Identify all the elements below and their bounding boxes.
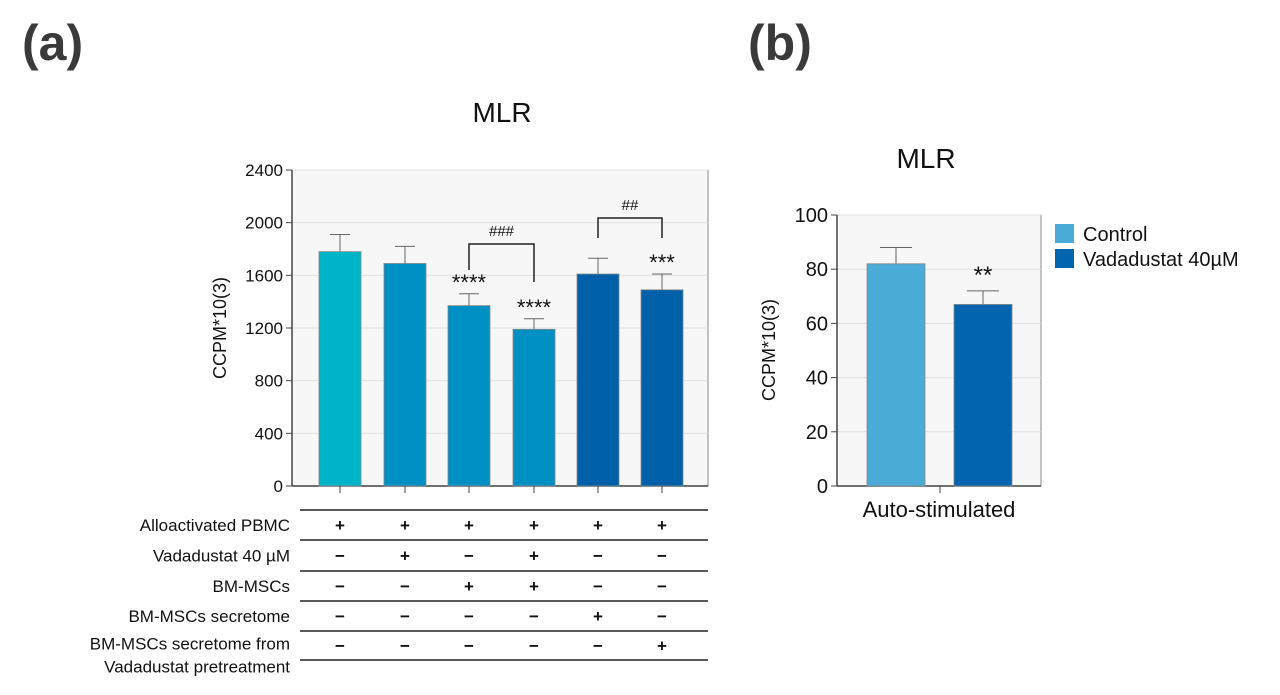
condition-sign: −	[593, 547, 603, 566]
condition-sign: −	[335, 577, 345, 596]
legend-swatch	[1055, 224, 1074, 243]
panel-label-b: (b)	[748, 15, 812, 71]
y-tick-label: 0	[817, 476, 828, 498]
condition-sign: +	[529, 547, 539, 566]
legend-swatch	[1055, 249, 1074, 268]
condition-sign: −	[593, 577, 603, 596]
significance-stars: ****	[452, 270, 487, 295]
chart-a-ylabel: CCPM*10(3)	[210, 277, 230, 379]
condition-sign: −	[657, 607, 667, 626]
y-tick-label: 1600	[245, 266, 283, 285]
chart-b-xlabel: Auto-stimulated	[863, 497, 1016, 522]
y-tick-label: 1200	[245, 319, 283, 338]
significance-stars: ***	[649, 250, 675, 275]
condition-sign: −	[464, 607, 474, 626]
condition-sign: −	[657, 577, 667, 596]
bracket-label: ##	[622, 197, 639, 214]
comparison-bracket	[468, 243, 535, 282]
comparison-bracket	[597, 217, 663, 238]
condition-sign: +	[657, 637, 667, 656]
y-tick-label: 100	[795, 205, 828, 227]
condition-label: BM-MSCs	[213, 577, 290, 596]
significance-stars: **	[974, 262, 993, 289]
condition-sign: −	[400, 637, 410, 656]
significance-stars: ****	[517, 295, 552, 320]
condition-sign: −	[335, 607, 345, 626]
bar	[640, 289, 684, 487]
chart-b: 0 20 40 60 80 100 Control ** Vadadustat 40µM	[795, 205, 1239, 498]
condition-sign: +	[335, 516, 345, 535]
bracket-label: ###	[489, 223, 515, 240]
bar	[447, 305, 491, 487]
bar-vadadustat-40-m	[953, 304, 1013, 487]
condition-sign: −	[400, 607, 410, 626]
condition-sign: +	[529, 516, 539, 535]
bar	[318, 251, 362, 487]
y-tick-label: 0	[274, 477, 283, 496]
bar-control	[866, 263, 926, 487]
condition-sign: −	[335, 547, 345, 566]
condition-sign: +	[464, 577, 474, 596]
y-tick-label: 60	[806, 313, 828, 335]
condition-sign: −	[593, 637, 603, 656]
condition-sign: +	[464, 516, 474, 535]
y-tick-label: 800	[255, 372, 283, 391]
condition-label: Alloactivated PBMC	[140, 516, 290, 535]
bar	[383, 263, 427, 487]
bar	[576, 273, 620, 487]
condition-sign: +	[593, 516, 603, 535]
condition-sign: +	[400, 516, 410, 535]
chart-b-ylabel: CCPM*10(3)	[759, 299, 779, 401]
condition-label: BM-MSCs secretome	[128, 607, 290, 626]
chart-a: 04008001200160020002400***********#####A…	[90, 161, 709, 677]
y-tick-label: 2400	[245, 161, 283, 180]
condition-sign: −	[464, 637, 474, 656]
panel-label-a: (a)	[22, 15, 83, 71]
condition-sign: −	[657, 547, 667, 566]
condition-label: BM-MSCs secretome from	[90, 635, 290, 654]
y-tick-label: 400	[255, 424, 283, 443]
y-tick-label: 2000	[245, 214, 283, 233]
bar	[512, 328, 556, 487]
y-tick-label: 80	[806, 259, 828, 281]
condition-sign: +	[593, 607, 603, 626]
condition-sign: −	[335, 637, 345, 656]
chart-a-title: MLR	[472, 97, 531, 128]
condition-sign: −	[400, 577, 410, 596]
condition-sign: −	[529, 637, 539, 656]
condition-sign: +	[529, 577, 539, 596]
condition-sign: −	[464, 547, 474, 566]
chart-b-title: MLR	[896, 143, 955, 174]
y-tick-label: 40	[806, 368, 828, 390]
condition-sign: +	[400, 547, 410, 566]
y-tick-label: 20	[806, 422, 828, 444]
condition-sign: −	[529, 607, 539, 626]
condition-sign: +	[657, 516, 667, 535]
condition-label-line2: Vadadustat pretreatment	[104, 658, 290, 677]
condition-label: Vadadustat 40 µM	[153, 547, 290, 566]
legend-label: Control	[1083, 224, 1147, 246]
legend-label: Vadadustat 40µM	[1083, 249, 1239, 271]
